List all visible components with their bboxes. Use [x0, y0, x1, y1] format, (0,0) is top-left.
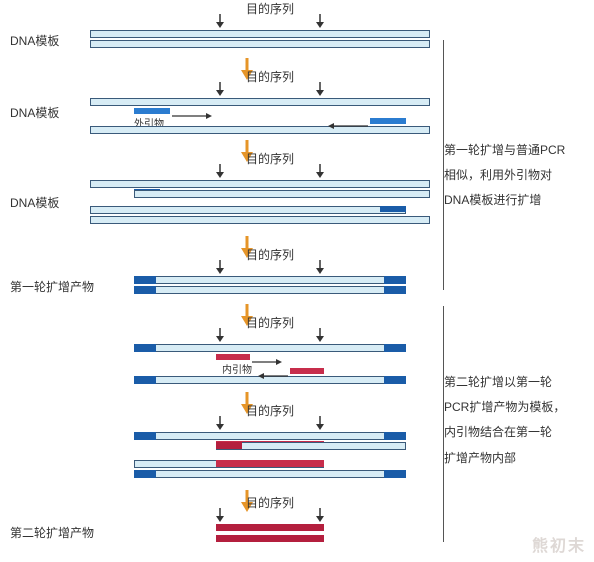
s6-p2-new — [216, 460, 324, 467]
s5-bot-r — [384, 376, 406, 384]
right-desc-1-line: 相似，利用外引物对 — [444, 163, 580, 188]
s2-primer-bot — [370, 118, 406, 124]
s6-p1-newstrand — [216, 442, 406, 450]
s6-p1-old — [134, 432, 406, 440]
s3-bot-old — [90, 216, 430, 224]
s4-top-l — [134, 276, 156, 284]
s7-target-label: 目的序列 — [246, 494, 294, 511]
s2-primer-bot-arrow — [328, 117, 368, 135]
s4-top-r — [384, 276, 406, 284]
s3-top-new — [134, 190, 430, 198]
s3-top-old — [90, 180, 430, 188]
s7-bot — [216, 535, 324, 542]
s6-p1-r — [384, 432, 406, 440]
s5-inner-label: 内引物 — [222, 361, 252, 376]
s5-inner-top — [216, 354, 250, 360]
s2-strand-top — [90, 98, 430, 106]
right-desc-2-line: 扩增产物内部 — [444, 446, 580, 471]
s6-p1-primerseg — [216, 442, 242, 449]
s5-inner-bot-arrow — [258, 367, 288, 385]
s3-bot-primer-seg — [380, 206, 406, 212]
s7-label: 第二轮扩增产物 — [10, 524, 94, 541]
s5-inner-bot — [290, 368, 324, 374]
right-desc-2-line: PCR扩增产物为模板， — [444, 395, 580, 420]
s4-bot — [134, 286, 406, 294]
s1-strand-top — [90, 30, 430, 38]
s5-top-r — [384, 344, 406, 352]
s4-bot-l — [134, 286, 156, 294]
s4-label: 第一轮扩增产物 — [10, 278, 94, 295]
s5-target-label: 目的序列 — [246, 314, 294, 331]
s4-target-label: 目的序列 — [246, 246, 294, 263]
right-desc-1: 第一轮扩增与普通PCR相似，利用外引物对DNA模板进行扩增 — [444, 138, 580, 214]
right-desc-2: 第二轮扩增以第一轮PCR扩增产物为模板，内引物结合在第一轮扩增产物内部 — [444, 370, 580, 471]
s1-label: DNA模板 — [10, 32, 59, 49]
s5-top — [134, 344, 406, 352]
s1-target-label: 目的序列 — [246, 0, 294, 17]
s3-bot-new — [90, 206, 406, 214]
s6-p1-l — [134, 432, 156, 440]
s6-p2-l — [134, 470, 156, 478]
s3-label: DNA模板 — [10, 194, 59, 211]
s2-primer-top-arrow — [172, 107, 212, 125]
right-desc-2-line: 第二轮扩增以第一轮 — [444, 370, 580, 395]
s4-top — [134, 276, 406, 284]
s2-primer-top — [134, 108, 170, 114]
s4-bot-r — [384, 286, 406, 294]
s2-strand-bot — [90, 126, 430, 134]
s5-bot-l — [134, 376, 156, 384]
watermark: 熊初末 — [532, 532, 586, 556]
s3-target-label: 目的序列 — [246, 150, 294, 167]
right-desc-1-line: 第一轮扩增与普通PCR — [444, 138, 580, 163]
right-desc-2-line: 内引物结合在第一轮 — [444, 420, 580, 445]
s2-label: DNA模板 — [10, 104, 59, 121]
s1-strand-bot — [90, 40, 430, 48]
s5-top-l — [134, 344, 156, 352]
s2-target-label: 目的序列 — [246, 68, 294, 85]
s6-p2-r — [384, 470, 406, 478]
s6-target-label: 目的序列 — [246, 402, 294, 419]
s7-top — [216, 524, 324, 531]
s6-p2-old — [134, 470, 406, 478]
right-desc-1-line: DNA模板进行扩增 — [444, 188, 580, 213]
